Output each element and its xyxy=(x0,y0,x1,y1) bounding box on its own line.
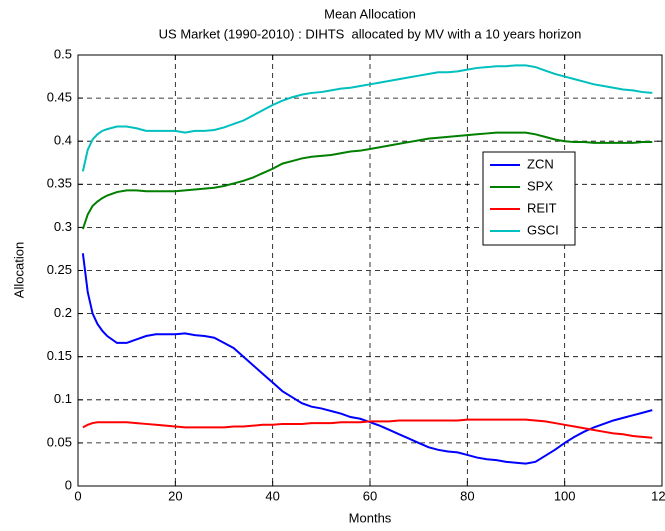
y-tick-label: 0.35 xyxy=(47,176,72,191)
axes-box xyxy=(77,54,663,487)
y-tick-label: 0.1 xyxy=(54,391,72,406)
y-tick-label: 0.25 xyxy=(47,262,72,277)
x-tick-label: 0 xyxy=(74,488,81,503)
y-tick-label: 0.2 xyxy=(54,305,72,320)
legend-label: GSCI xyxy=(527,222,559,237)
y-tick-label: 0.4 xyxy=(54,133,72,148)
y-tick-label: 0 xyxy=(65,477,72,492)
legend-label: SPX xyxy=(527,178,553,193)
y-axis-label: Allocation xyxy=(11,242,26,298)
x-tick-label: 60 xyxy=(363,488,377,503)
legend-label: ZCN xyxy=(527,156,554,171)
y-tick-label: 0.3 xyxy=(54,219,72,234)
series-line xyxy=(82,418,653,439)
y-tick-label: 0.15 xyxy=(47,348,72,363)
legend-box xyxy=(482,151,576,246)
series-line xyxy=(81,131,653,230)
y-tick-label: 0.5 xyxy=(54,46,72,61)
series-line xyxy=(81,64,653,172)
series-line xyxy=(81,253,653,465)
y-tick-label: 0.05 xyxy=(47,434,72,449)
y-tick-label: 0.45 xyxy=(47,90,72,105)
x-tick-label: 80 xyxy=(460,488,474,503)
x-tick-label: 120 xyxy=(651,488,665,503)
x-tick-label: 100 xyxy=(554,488,576,503)
legend-label: REIT xyxy=(527,200,557,215)
chart-subtitle: US Market (1990-2010) : DIHTS allocated … xyxy=(159,26,582,41)
x-tick-label: 40 xyxy=(265,488,279,503)
chart-title: Mean Allocation xyxy=(324,6,416,21)
x-axis-label: Months xyxy=(349,510,392,525)
x-tick-label: 20 xyxy=(168,488,182,503)
